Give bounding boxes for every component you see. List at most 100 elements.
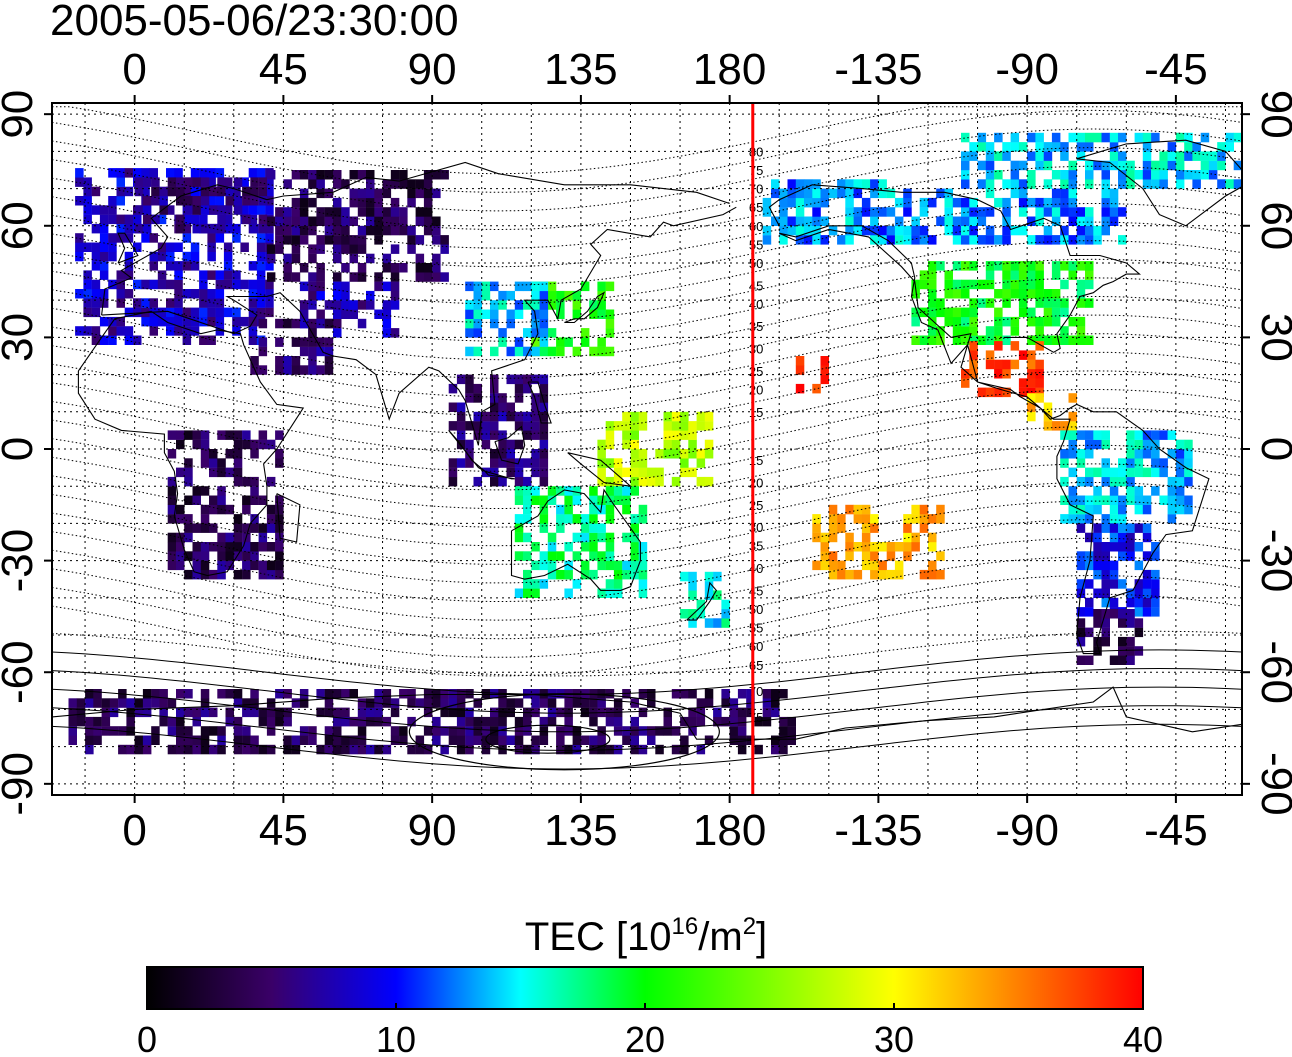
- tec-cell: [83, 214, 92, 225]
- tec-cell: [894, 197, 904, 208]
- tec-cell: [804, 235, 813, 245]
- tec-cell: [124, 214, 134, 225]
- tec-cell: [680, 467, 689, 478]
- tec-cell: [341, 689, 350, 699]
- tec-cell: [415, 272, 425, 282]
- tec-cell: [275, 337, 284, 347]
- tec-cell: [589, 504, 598, 515]
- tec-cell: [861, 197, 871, 208]
- tec-cell: [283, 272, 292, 282]
- tec-cell: [142, 196, 152, 206]
- tec-cell: [605, 439, 615, 450]
- tec-cell: [1027, 132, 1036, 143]
- tec-cell: [275, 532, 284, 543]
- tec-cell: [407, 197, 416, 208]
- colorbar-tick-label: 30: [874, 1019, 914, 1057]
- tec-cell: [366, 197, 375, 208]
- tec-cell: [1118, 235, 1127, 245]
- tec-cell: [490, 735, 499, 745]
- tec-cell: [465, 281, 474, 292]
- tec-cell: [207, 233, 216, 243]
- tec-cell: [994, 307, 1003, 318]
- tec-cell: [176, 551, 185, 561]
- tec-cell: [531, 698, 540, 708]
- tec-cell: [209, 458, 218, 468]
- tec-cell: [217, 689, 226, 699]
- tec-cell: [704, 590, 714, 600]
- tec-cell: [589, 707, 598, 718]
- tec-cell: [663, 716, 672, 727]
- tec-cell: [1134, 458, 1144, 468]
- tec-cell: [1109, 467, 1119, 478]
- tec-cell: [539, 346, 549, 357]
- tec-cell: [556, 735, 565, 745]
- tec-cell: [1242, 151, 1251, 161]
- tec-cell: [182, 186, 192, 197]
- tec-cell: [1134, 170, 1144, 180]
- tec-cell: [506, 346, 515, 357]
- tec-cell: [1118, 170, 1127, 180]
- tec-cell: [713, 707, 722, 718]
- tec-cell: [580, 542, 590, 552]
- tec-cell: [977, 387, 987, 398]
- tec-cell: [1043, 421, 1053, 431]
- tec-cell: [275, 225, 284, 236]
- tec-cell: [225, 223, 234, 234]
- tec-region: [812, 504, 945, 580]
- tec-cell: [514, 300, 524, 310]
- tec-cell: [729, 716, 739, 727]
- tec-cell: [390, 735, 400, 745]
- tec-cell: [366, 170, 375, 180]
- tec-cell: [564, 726, 573, 736]
- tec-cell: [232, 186, 241, 197]
- tec-cell: [233, 476, 243, 487]
- tec-cell: [207, 270, 216, 280]
- tec-cell: [1093, 467, 1102, 478]
- tec-cell: [250, 560, 259, 571]
- tec-cell: [1142, 179, 1152, 189]
- tec-cell: [622, 467, 631, 478]
- tec-cell: [1051, 289, 1061, 299]
- tec-cell: [779, 188, 788, 199]
- tec-cell: [265, 261, 274, 271]
- tec-cell: [1134, 646, 1144, 656]
- tec-cell: [861, 542, 871, 552]
- tec-cell: [101, 726, 111, 736]
- tec-cell: [514, 374, 524, 385]
- tec-cell: [242, 196, 251, 206]
- tec-cell: [217, 735, 226, 745]
- tec-cell: [820, 216, 829, 226]
- tec-cell: [1085, 270, 1094, 280]
- tec-cell: [265, 279, 274, 290]
- tec-cell: [903, 225, 912, 236]
- tec-cell: [1085, 495, 1094, 505]
- tec-cell: [390, 216, 400, 226]
- tec-cell: [680, 744, 689, 755]
- tec-cell: [1027, 378, 1036, 388]
- tec-cell: [382, 309, 392, 319]
- tec-cell: [853, 542, 863, 552]
- tec-cell: [349, 689, 358, 699]
- tec-cell: [390, 328, 400, 338]
- tec-cell: [1093, 560, 1102, 571]
- tec-cell: [275, 430, 284, 440]
- tec-cell: [490, 300, 499, 310]
- tec-cell: [762, 225, 772, 236]
- tec-cell: [589, 716, 598, 727]
- tec-cell: [1018, 378, 1028, 388]
- tec-cell: [630, 523, 639, 533]
- tec-cell: [539, 523, 549, 533]
- tec-cell: [1085, 476, 1094, 487]
- tec-cell: [1109, 142, 1119, 152]
- tec-cell: [233, 514, 243, 524]
- tec-cell: [423, 179, 433, 189]
- contour-line: [52, 333, 1242, 417]
- tec-cell: [1093, 569, 1102, 580]
- tec-cell: [696, 599, 706, 610]
- tec-cell: [985, 170, 995, 180]
- tec-cell: [432, 272, 441, 282]
- tec-cell: [217, 551, 226, 561]
- tec-cell: [1060, 261, 1069, 271]
- tec-cell: [1093, 523, 1102, 533]
- tec-cell: [166, 316, 175, 327]
